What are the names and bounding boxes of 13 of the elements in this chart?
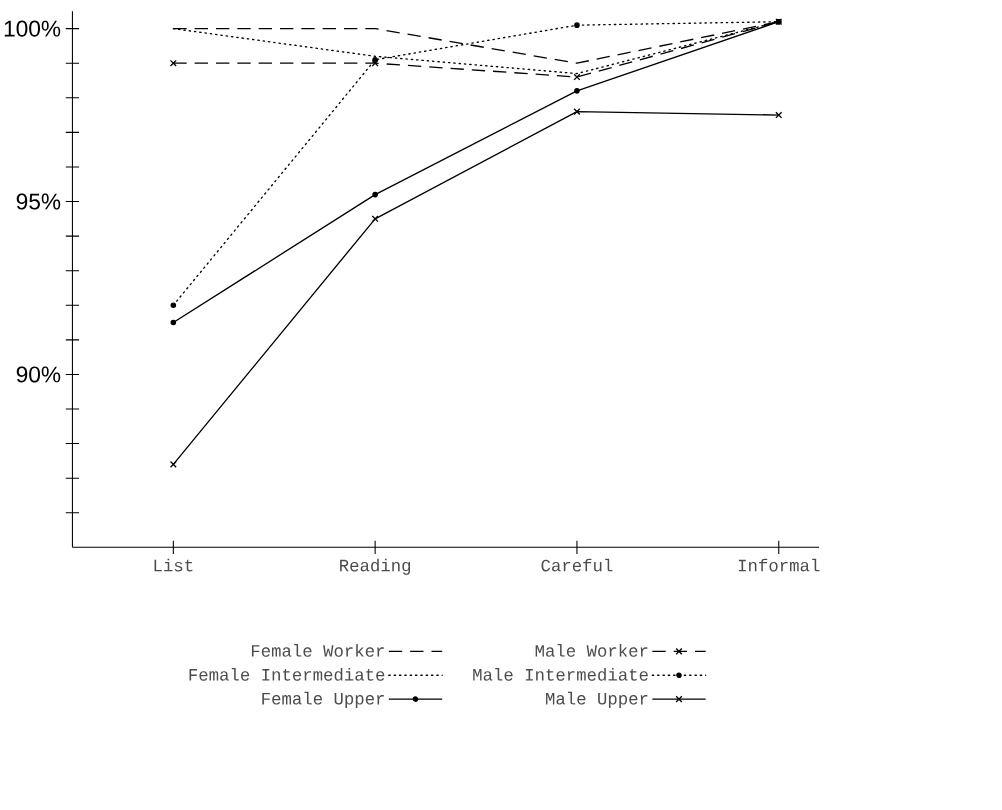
y-tick-label: 100%	[4, 20, 61, 37]
x-tick-label: Careful	[541, 558, 613, 572]
legend-label: Female Intermediate	[189, 667, 385, 681]
legend-label: Male Intermediate	[473, 667, 648, 681]
y-tick-label: 95%	[16, 193, 61, 210]
legend-label: Female Upper	[262, 691, 384, 708]
legend-label: Male Worker	[535, 644, 648, 657]
x-tick-label: List	[154, 558, 193, 572]
x-tick-label: Informal	[738, 558, 820, 572]
y-tick-label: 90%	[16, 366, 61, 383]
legend-label: Male Upper	[546, 691, 648, 708]
legend-label: Female Worker	[251, 644, 384, 657]
x-tick-label: Reading	[340, 558, 411, 575]
